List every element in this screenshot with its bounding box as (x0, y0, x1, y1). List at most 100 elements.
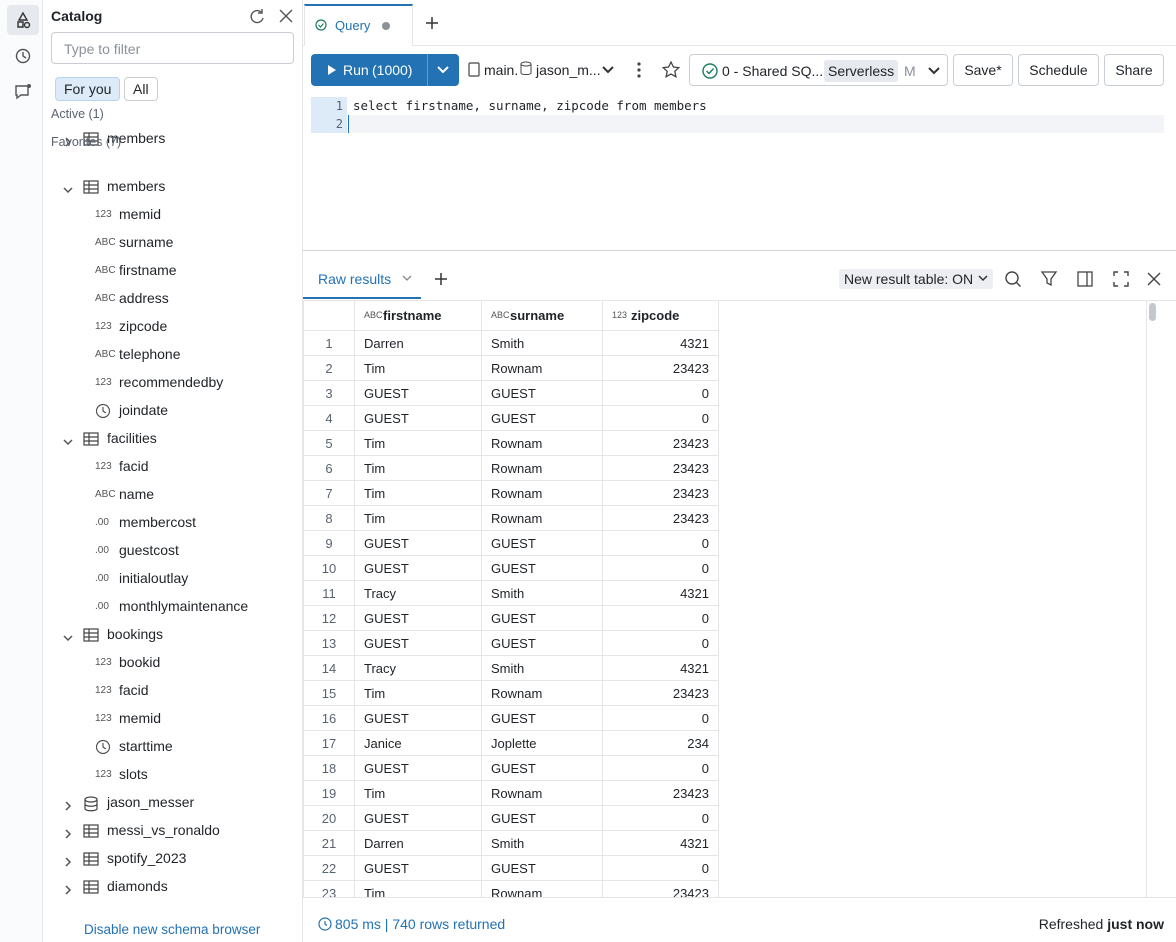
warehouse-selector[interactable]: 0 - Shared SQ... Serverless M (689, 54, 948, 86)
result-cell[interactable]: 0 (603, 531, 719, 556)
result-cell[interactable]: Rownam (482, 431, 603, 456)
schema-browser-link[interactable]: Disable new schema browser (84, 922, 261, 937)
filter-input[interactable]: Type to filter (51, 32, 294, 64)
column-node[interactable]: 123 recommendedby (43, 372, 302, 394)
column-node[interactable]: ABC address (43, 288, 302, 310)
result-cell[interactable]: 23423 (603, 356, 719, 381)
history-nav[interactable] (7, 42, 39, 70)
result-cell[interactable]: GUEST (482, 556, 603, 581)
result-cell[interactable]: GUEST (355, 531, 482, 556)
column-node[interactable]: .00 initialoutlay (43, 568, 302, 590)
result-cell[interactable]: 0 (603, 631, 719, 656)
result-cell[interactable]: 23423 (603, 506, 719, 531)
result-cell[interactable]: 4321 (603, 831, 719, 856)
column-node[interactable]: ABC name (43, 484, 302, 506)
result-cell[interactable]: Tim (355, 681, 482, 706)
share-button[interactable]: Share (1104, 54, 1164, 86)
result-cell[interactable]: 23423 (603, 481, 719, 506)
close-sidebar-button[interactable] (277, 7, 295, 28)
result-cell[interactable]: GUEST (482, 706, 603, 731)
result-cell[interactable]: GUEST (482, 856, 603, 881)
result-cell[interactable]: 0 (603, 806, 719, 831)
schedule-button[interactable]: Schedule (1018, 54, 1099, 86)
result-cell[interactable]: 23423 (603, 431, 719, 456)
result-cell[interactable]: GUEST (482, 381, 603, 406)
favorite-button[interactable] (662, 61, 680, 79)
schema-selector[interactable]: jason_m... (536, 62, 601, 78)
column-node[interactable]: joindate (43, 400, 302, 422)
result-cell[interactable]: GUEST (355, 756, 482, 781)
tree-node[interactable]: members (43, 176, 302, 198)
result-cell[interactable]: Janice (355, 731, 482, 756)
result-cell[interactable]: 234 (603, 731, 719, 756)
result-cell[interactable]: Tim (355, 481, 482, 506)
result-cell[interactable]: 0 (603, 856, 719, 881)
result-cell[interactable]: Smith (482, 656, 603, 681)
header-cell[interactable]: ABC surname (482, 301, 603, 331)
add-visualization-button[interactable] (434, 272, 448, 286)
column-node[interactable]: 123 slots (43, 764, 302, 786)
result-cell[interactable]: 4321 (603, 581, 719, 606)
tree-node[interactable]: members (43, 128, 302, 150)
result-table-toggle[interactable]: New result table: ON (839, 269, 994, 289)
result-cell[interactable]: 23423 (603, 881, 719, 897)
result-cell[interactable]: GUEST (355, 856, 482, 881)
result-cell[interactable]: 0 (603, 606, 719, 631)
result-cell[interactable]: GUEST (355, 606, 482, 631)
column-node[interactable]: .00 membercost (43, 512, 302, 534)
scope-tab[interactable]: For you (55, 77, 121, 101)
result-cell[interactable]: 0 (603, 706, 719, 731)
header-cell[interactable]: ABC firstname (355, 301, 482, 331)
column-node[interactable]: ABC telephone (43, 344, 302, 366)
result-cell[interactable]: Tim (355, 431, 482, 456)
result-cell[interactable]: 0 (603, 756, 719, 781)
result-cell[interactable]: GUEST (355, 381, 482, 406)
code-editor[interactable]: 1 select firstname, surname, zipcode from… (311, 97, 1164, 133)
result-cell[interactable]: GUEST (482, 606, 603, 631)
result-cell[interactable]: GUEST (355, 556, 482, 581)
column-node[interactable]: 123 facid (43, 456, 302, 478)
result-cell[interactable]: GUEST (355, 631, 482, 656)
result-cell[interactable]: Tim (355, 781, 482, 806)
assistant-nav[interactable] (7, 78, 39, 106)
save-button[interactable]: Save* (953, 54, 1013, 86)
result-cell[interactable]: Rownam (482, 481, 603, 506)
tree-node[interactable]: jason_messer (43, 792, 302, 814)
header-cell[interactable]: 123 zipcode (603, 301, 719, 331)
result-cell[interactable]: Joplette (482, 731, 603, 756)
column-node[interactable]: 123 memid (43, 204, 302, 226)
result-cell[interactable]: GUEST (482, 631, 603, 656)
result-cell[interactable]: GUEST (482, 806, 603, 831)
new-tab-button[interactable] (425, 16, 439, 30)
tree-node[interactable]: bookings (43, 624, 302, 646)
column-node[interactable]: ABC firstname (43, 260, 302, 282)
result-cell[interactable]: Rownam (482, 356, 603, 381)
result-cell[interactable]: GUEST (482, 756, 603, 781)
tree-node[interactable]: facilities (43, 428, 302, 450)
result-cell[interactable]: Tim (355, 881, 482, 897)
result-cell[interactable]: GUEST (355, 406, 482, 431)
more-button[interactable] (636, 61, 642, 79)
scrollbar[interactable] (1146, 301, 1158, 897)
result-cell[interactable]: Tracy (355, 581, 482, 606)
result-cell[interactable]: Smith (482, 831, 603, 856)
result-cell[interactable]: GUEST (482, 531, 603, 556)
result-cell[interactable]: 4321 (603, 656, 719, 681)
result-cell[interactable]: 23423 (603, 456, 719, 481)
tree-node[interactable]: diamonds (43, 876, 302, 898)
result-cell[interactable]: Tim (355, 456, 482, 481)
run-button[interactable]: Run (1000) (311, 54, 459, 86)
column-node[interactable]: .00 monthlymaintenance (43, 596, 302, 618)
result-cell[interactable]: 0 (603, 406, 719, 431)
refresh-button[interactable] (248, 7, 266, 28)
result-cell[interactable]: Smith (482, 581, 603, 606)
result-cell[interactable]: 23423 (603, 681, 719, 706)
tree-node[interactable]: messi_vs_ronaldo (43, 820, 302, 842)
column-node[interactable]: .00 guestcost (43, 540, 302, 562)
result-cell[interactable]: Rownam (482, 881, 603, 897)
catalog-nav[interactable] (7, 5, 39, 35)
result-cell[interactable]: Rownam (482, 456, 603, 481)
column-node[interactable]: 123 memid (43, 708, 302, 730)
result-cell[interactable]: GUEST (355, 806, 482, 831)
result-cell[interactable]: Darren (355, 831, 482, 856)
